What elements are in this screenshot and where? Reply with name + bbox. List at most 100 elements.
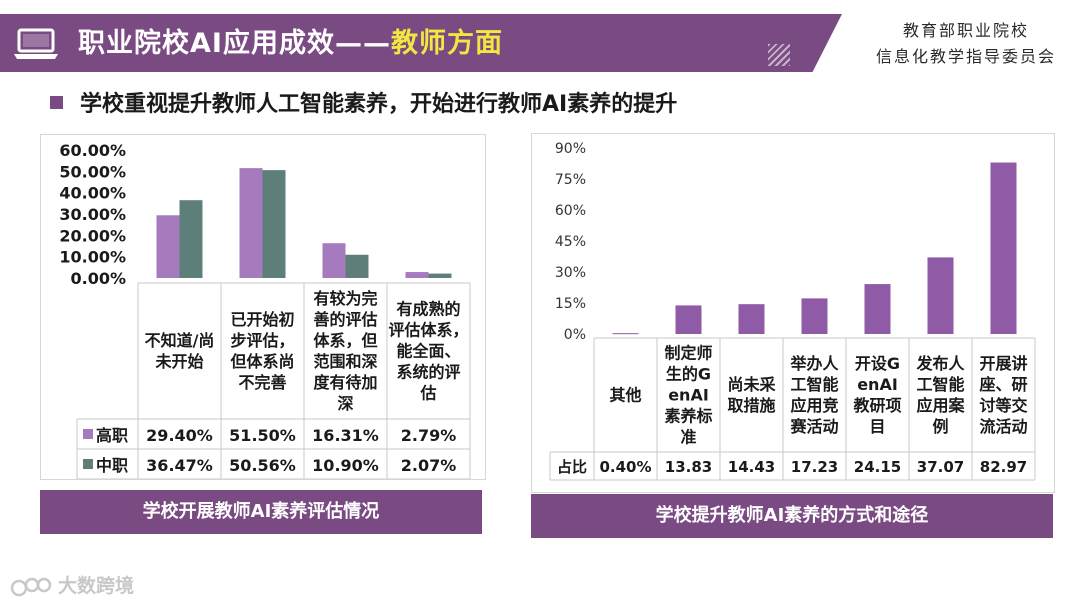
data-value: 0.40% bbox=[599, 458, 651, 476]
y-tick-label: 90% bbox=[555, 141, 586, 157]
data-value: 17.23 bbox=[791, 458, 838, 476]
data-table-grid bbox=[76, 282, 471, 479]
left-chart-caption: 学校开展教师AI素养评估情况 bbox=[40, 490, 482, 534]
data-value: 16.31% bbox=[312, 426, 379, 445]
bar-value bbox=[738, 304, 765, 334]
category-label: 步评估， bbox=[230, 331, 294, 350]
decorative-stripes bbox=[768, 44, 790, 66]
category-label: 但体系尚 bbox=[230, 352, 294, 371]
bar-value bbox=[801, 298, 828, 334]
category-label: 评估体系， bbox=[388, 321, 468, 340]
data-value: 36.47% bbox=[146, 456, 213, 475]
bar-gaozhi bbox=[405, 272, 429, 278]
category-label: 例 bbox=[932, 417, 948, 436]
category-label: 制定师 bbox=[664, 344, 712, 363]
category-label: 准 bbox=[680, 428, 696, 447]
watermark-text: 大数跨境 bbox=[58, 575, 135, 597]
data-value: 2.79% bbox=[401, 426, 457, 445]
category-label: enAI bbox=[668, 386, 709, 405]
y-tick-label: 40.00% bbox=[59, 184, 126, 203]
org-name-line1: 教育部职业院校 bbox=[902, 21, 1029, 40]
left-chart-panel: 60.00% 50.00% 40.00% 30.00% 20.00% 10.00% 0.00… bbox=[40, 134, 486, 480]
category-label: 应用竞 bbox=[790, 396, 838, 415]
category-label: 生的G bbox=[666, 365, 711, 384]
bar-value bbox=[864, 284, 891, 334]
category-label: 赛活动 bbox=[789, 417, 838, 436]
org-name-line2: 信息化教学指导委员会 bbox=[875, 47, 1056, 66]
data-value: 13.83 bbox=[665, 458, 712, 476]
category-label: 善的评估 bbox=[313, 310, 377, 329]
category-label: 取措施 bbox=[727, 396, 775, 415]
y-tick-label: 60.00% bbox=[59, 141, 126, 160]
category-label: 系统的评 bbox=[396, 363, 460, 382]
bar-value bbox=[612, 333, 639, 335]
category-label: 估 bbox=[419, 384, 436, 403]
data-value: 82.97 bbox=[980, 458, 1027, 476]
category-label: 目 bbox=[869, 417, 885, 436]
y-tick-label: 0% bbox=[564, 327, 586, 343]
category-label: 工智能 bbox=[916, 375, 964, 394]
category-label: 开展讲 bbox=[979, 354, 1027, 373]
category-label: 发布人 bbox=[915, 354, 965, 373]
data-value: 51.50% bbox=[229, 426, 296, 445]
category-label: 应用案 bbox=[916, 396, 965, 415]
category-label: 教研项 bbox=[853, 396, 901, 415]
y-tick-label: 60% bbox=[555, 203, 586, 219]
bar-value bbox=[927, 257, 954, 334]
legend-label: 中职 bbox=[96, 456, 128, 475]
legend-label: 高职 bbox=[96, 426, 128, 445]
data-table-grid bbox=[549, 337, 1036, 481]
category-label: 素养标 bbox=[664, 407, 712, 426]
category-label: 工智能 bbox=[790, 375, 838, 394]
page-title: 职业院校AI应用成效——教师方面 bbox=[78, 28, 503, 59]
y-tick-label: 30% bbox=[555, 265, 586, 281]
org-name: 教育部职业院校 信息化教学指导委员会 bbox=[860, 18, 1072, 70]
category-label: 能全面、 bbox=[396, 342, 460, 361]
data-value: 14.43 bbox=[728, 458, 775, 476]
bar-gaozhi bbox=[239, 168, 263, 278]
data-value: 29.40% bbox=[146, 426, 213, 445]
section-subtitle: 学校重视提升教师人工智能素养，开始进行教师AI素养的提升 bbox=[80, 92, 678, 117]
y-tick-label: 45% bbox=[555, 234, 586, 250]
category-label: 不知道/尚 bbox=[145, 331, 215, 350]
watermark: 大数跨境 bbox=[10, 570, 134, 602]
y-tick-label: 0.00% bbox=[70, 269, 126, 288]
category-label: 体系，但 bbox=[313, 331, 377, 350]
category-label: enAI bbox=[857, 375, 898, 394]
right-chart-caption: 学校提升教师AI素养的方式和途径 bbox=[531, 494, 1053, 538]
page-title-highlight: 教师方面 bbox=[390, 28, 503, 59]
y-tick-label: 50.00% bbox=[59, 162, 126, 181]
bar-zhongzhi bbox=[428, 273, 452, 278]
left-chart: 60.00% 50.00% 40.00% 30.00% 20.00% 10.00% 0.00… bbox=[59, 141, 471, 479]
y-tick-label: 20.00% bbox=[59, 226, 126, 245]
category-label: 未开始 bbox=[154, 352, 203, 371]
right-chart-panel: 90% 75% 60% 45% 30% 15% 0% 其他 0.40% 制定师 生的G enAI 素养标… bbox=[531, 133, 1055, 493]
category-label: 范围和深 bbox=[313, 352, 377, 371]
category-label: 有成熟的 bbox=[396, 300, 460, 319]
bar-value bbox=[990, 162, 1017, 334]
watermark-logo-icon bbox=[10, 577, 52, 596]
bullet-square-icon bbox=[50, 96, 63, 109]
data-value: 2.07% bbox=[401, 456, 457, 475]
category-label: 尚未采 bbox=[727, 375, 775, 394]
category-label: 已开始初 bbox=[230, 310, 294, 329]
data-value: 37.07 bbox=[917, 458, 964, 476]
data-value: 50.56% bbox=[229, 456, 296, 475]
bar-gaozhi bbox=[156, 215, 180, 278]
y-tick-label: 30.00% bbox=[59, 205, 126, 224]
category-label: 举办人 bbox=[789, 354, 839, 373]
category-label: 不完善 bbox=[238, 373, 286, 392]
bar-zhongzhi bbox=[179, 200, 203, 278]
category-label: 流活动 bbox=[979, 417, 1027, 436]
category-label: 度有待加 bbox=[313, 373, 377, 392]
data-value: 10.90% bbox=[312, 456, 379, 475]
bar-value bbox=[675, 305, 702, 334]
category-label: 开设G bbox=[855, 354, 900, 373]
y-tick-label: 10.00% bbox=[59, 248, 126, 267]
bar-gaozhi bbox=[322, 243, 346, 278]
bar-zhongzhi bbox=[262, 170, 286, 278]
category-label: 有较为完 bbox=[313, 289, 377, 308]
data-value: 24.15 bbox=[854, 458, 901, 476]
legend-swatch-gaozhi bbox=[83, 429, 93, 439]
